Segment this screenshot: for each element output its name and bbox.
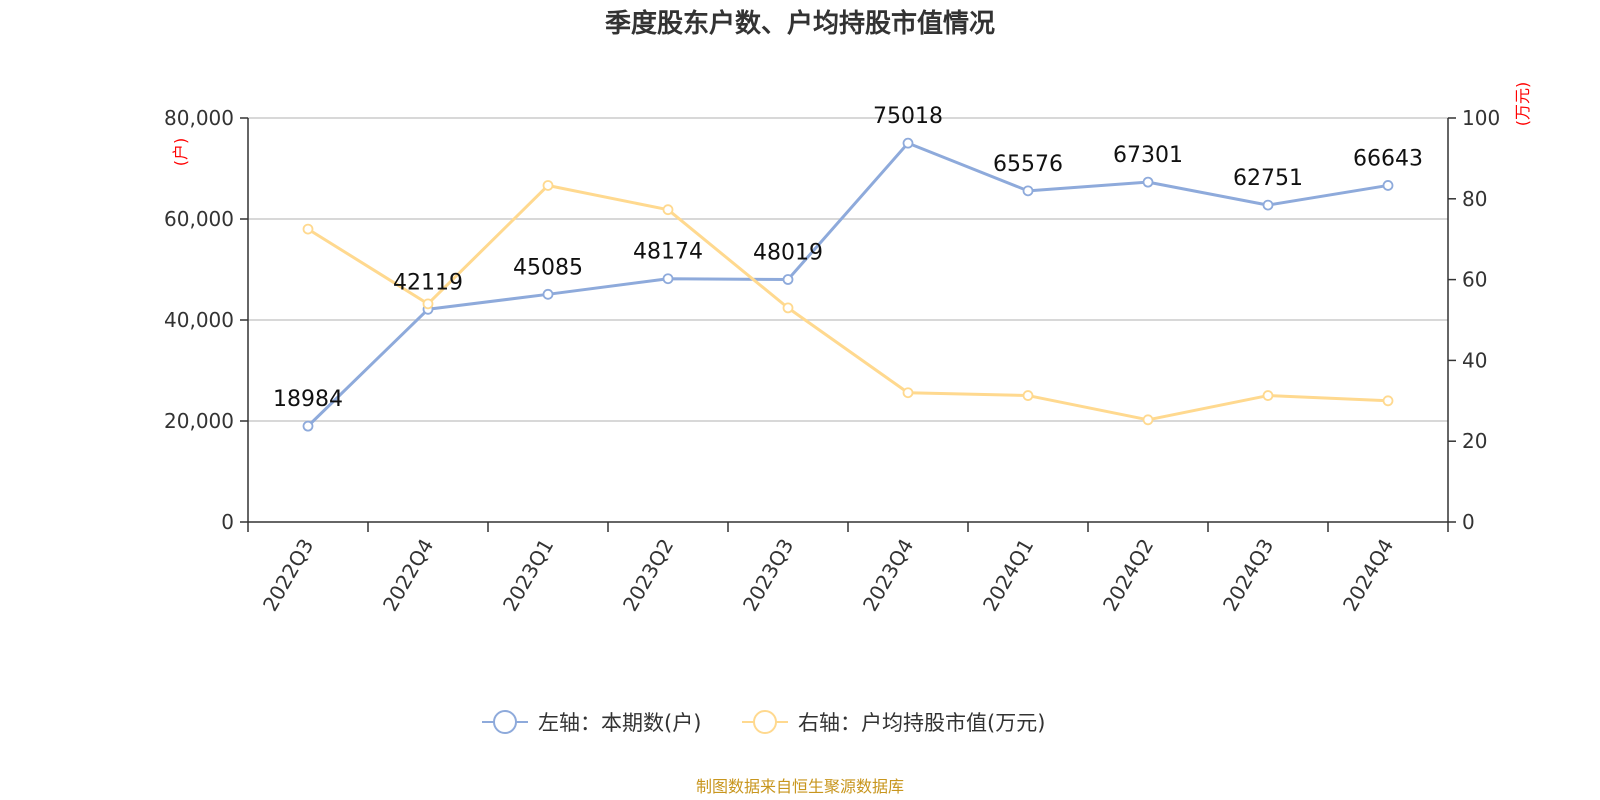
x-axis-tick-label: 2023Q2 — [618, 535, 678, 616]
data-label: 45085 — [513, 255, 583, 280]
series-line-0 — [306, 141, 1389, 428]
series-point-0 — [542, 288, 554, 300]
data-label: 75018 — [873, 104, 943, 129]
series-point-1 — [302, 223, 314, 235]
data-label: 65576 — [993, 152, 1063, 177]
data-label: 66643 — [1353, 146, 1423, 171]
left-axis-tick-label: 60,000 — [164, 207, 234, 231]
legend-marker — [753, 710, 777, 734]
data-label: 62751 — [1233, 166, 1303, 191]
x-axis-tick-label: 2023Q1 — [498, 535, 558, 616]
left-axis-tick-label: 40,000 — [164, 308, 234, 332]
data-label: 67301 — [1113, 143, 1183, 168]
legend: 左轴：本期数(户) 右轴：户均持股市值(万元) — [482, 710, 1045, 735]
x-axis-tick-label: 2023Q4 — [858, 535, 918, 616]
right-axis-tick-label: 60 — [1462, 268, 1487, 292]
series-point-0 — [302, 420, 314, 432]
x-axis-tick-label: 2024Q3 — [1218, 535, 1278, 616]
right-axis-tick-label: 100 — [1462, 106, 1500, 130]
series — [302, 137, 1394, 432]
data-label: 18984 — [273, 387, 343, 412]
series-point-0 — [782, 274, 794, 285]
series-point-0 — [662, 273, 674, 285]
x-axis-tick-label: 2023Q3 — [738, 535, 798, 616]
left-axis-tick-label: 0 — [221, 510, 234, 534]
series-point-0 — [1262, 199, 1274, 211]
x-axis-tick-label: 2022Q3 — [258, 535, 318, 616]
x-axis-tick-label: 2024Q4 — [1338, 535, 1398, 616]
data-label: 48019 — [753, 241, 823, 266]
right-axis-unit: (万元) — [1513, 82, 1532, 127]
right-axis-tick-label: 0 — [1462, 510, 1475, 534]
series-point-0 — [1382, 180, 1394, 191]
series-point-1 — [422, 298, 434, 310]
left-axis-tick-label: 80,000 — [164, 106, 234, 130]
data-label: 42119 — [393, 270, 463, 295]
data-label: 48174 — [633, 240, 703, 265]
series-point-0 — [902, 137, 914, 149]
series-point-1 — [782, 302, 794, 314]
legend-marker — [493, 710, 517, 734]
series-point-1 — [1142, 414, 1154, 426]
series-point-1 — [1382, 395, 1394, 407]
series-point-0 — [1142, 176, 1154, 188]
series-point-1 — [1022, 390, 1034, 401]
x-axis-tick-label: 2022Q4 — [378, 535, 438, 616]
legend-label: 右轴：户均持股市值(万元) — [798, 711, 1045, 735]
left-axis-tick-label: 20,000 — [164, 409, 234, 433]
series-point-1 — [1262, 390, 1274, 401]
x-axis-tick-label: 2024Q2 — [1098, 535, 1158, 616]
source-note: 制图数据来自恒生聚源数据库 — [696, 777, 904, 796]
right-axis-tick-label: 40 — [1462, 348, 1487, 372]
grid — [248, 117, 1448, 422]
chart-title: 季度股东户数、户均持股市值情况 — [605, 8, 995, 39]
series-point-0 — [1022, 185, 1034, 197]
series-point-1 — [662, 204, 674, 216]
right-axis-tick-label: 20 — [1462, 429, 1487, 453]
series-point-1 — [902, 387, 914, 399]
left-axis-unit: (户) — [171, 138, 190, 167]
legend-label: 左轴：本期数(户) — [538, 711, 701, 735]
right-axis-tick-label: 80 — [1462, 187, 1487, 211]
series-line-1 — [307, 183, 1389, 422]
series-point-1 — [542, 180, 554, 191]
data-labels: 18984 42119 45085 48174 48019 75018 65576 67301… — [273, 104, 1423, 412]
x-axis-tick-label: 2024Q1 — [978, 535, 1038, 616]
